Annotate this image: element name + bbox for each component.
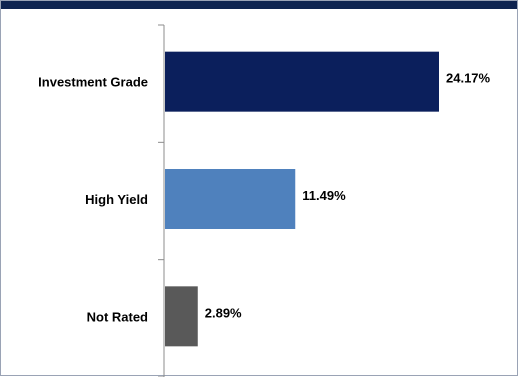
value-label: 11.49% [302,188,346,203]
header-bar [1,1,517,9]
category-label: Not Rated [87,309,148,324]
category-label: Investment Grade [38,75,148,90]
bar-not-rated [165,286,198,347]
bar-investment-grade [165,51,439,112]
value-label: 24.17% [446,71,491,86]
value-label: 2.89% [205,305,242,320]
category-label: High Yield [85,192,148,207]
bar-high-yield [165,169,296,229]
